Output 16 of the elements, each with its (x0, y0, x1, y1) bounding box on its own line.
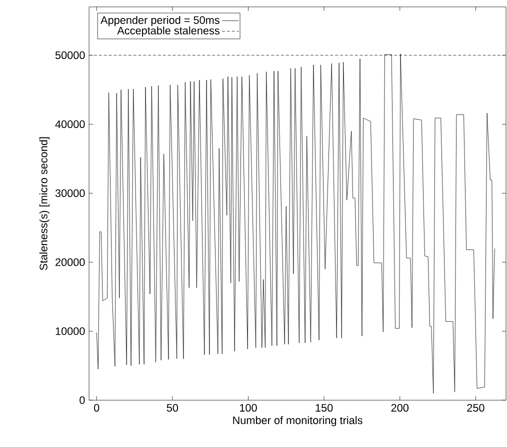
x-tick-label: 50 (166, 404, 178, 412)
y-tick-label: 50000 (55, 52, 85, 60)
x-tick-label: 250 (467, 404, 484, 412)
y-tick-label: 20000 (56, 258, 85, 266)
y-tick-label: 30000 (55, 190, 85, 198)
legend-label: Acceptable staleness (117, 26, 220, 37)
y-tick-label: 10000 (56, 328, 85, 336)
x-tick-label: 150 (316, 404, 333, 412)
x-tick-label: 0 (94, 404, 100, 412)
y-tick-label: 0 (80, 396, 85, 404)
y-tick-label: 40000 (55, 120, 85, 128)
y-axis-title: Staleness(s) [micro second] (39, 137, 50, 270)
x-axis-title: Number of monitoring trials (233, 416, 362, 426)
x-tick-label: 200 (391, 404, 409, 412)
x-tick-label: 100 (240, 404, 257, 412)
legend-label: Appender period = 50ms (100, 16, 220, 26)
